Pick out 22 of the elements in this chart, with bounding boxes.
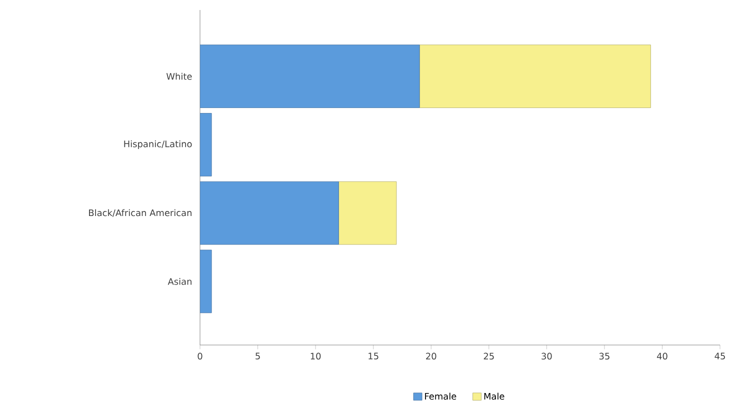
bar (200, 44, 420, 108)
x-tick-label: 25 (484, 352, 494, 360)
legend-label: Male (484, 392, 504, 400)
x-tick-label: 10 (310, 352, 321, 360)
bar (200, 113, 212, 176)
legend-label: Female (425, 392, 456, 400)
x-tick-label: 30 (542, 352, 552, 360)
bar (200, 250, 212, 314)
x-tick-label: 35 (599, 352, 610, 360)
x-tick-label: 0 (198, 352, 202, 360)
y-tick-label: Asian (168, 278, 192, 285)
x-tick-label: 40 (656, 352, 668, 360)
y-tick-label: Hispanic/Latino (124, 140, 192, 150)
x-tick-label: 45 (714, 352, 725, 360)
y-tick-label: White (166, 72, 192, 80)
bar (200, 181, 339, 245)
x-tick-label: 15 (368, 352, 378, 360)
x-tick-label: 20 (426, 352, 436, 360)
bar (338, 181, 397, 245)
y-tick-label: Black/African American (89, 209, 192, 217)
bar (419, 44, 651, 108)
x-tick-label: 5 (256, 352, 260, 360)
